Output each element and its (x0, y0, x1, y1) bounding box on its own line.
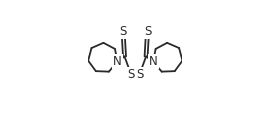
Text: S: S (119, 25, 127, 38)
Text: S: S (136, 68, 143, 81)
Text: N: N (149, 55, 158, 68)
Text: N: N (113, 55, 122, 68)
Text: S: S (128, 68, 135, 81)
Text: S: S (144, 25, 151, 38)
